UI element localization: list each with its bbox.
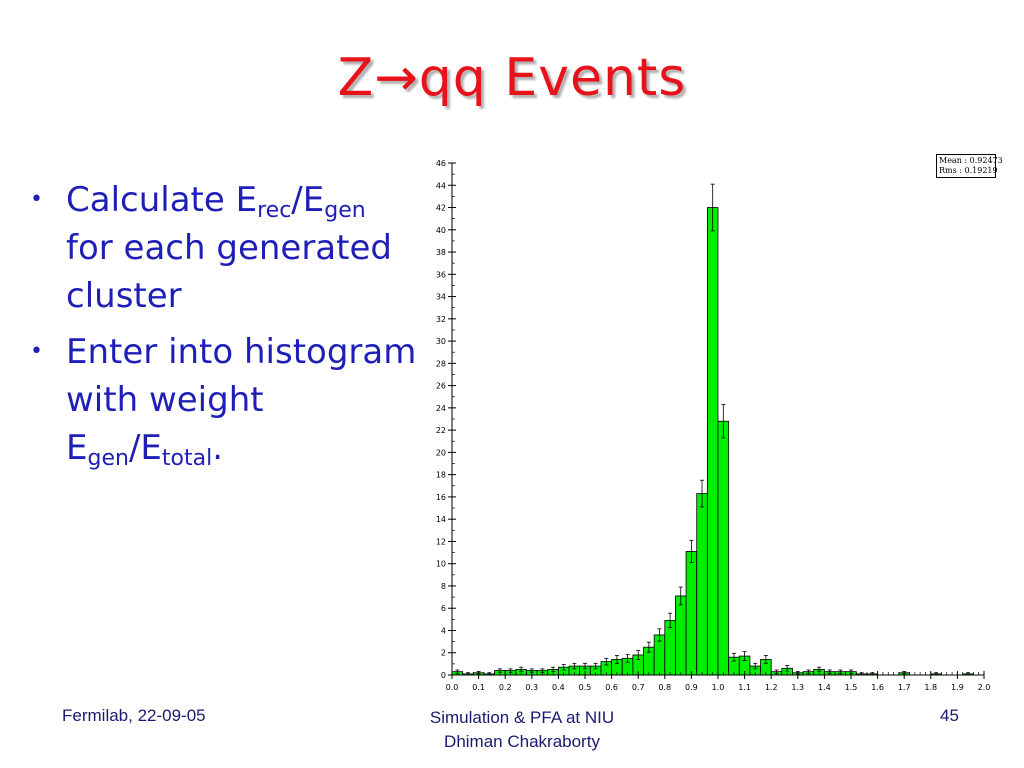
x-tick-label: 1.5: [845, 683, 858, 692]
y-tick-label: 46: [436, 159, 446, 168]
y-tick-label: 30: [436, 337, 446, 346]
stats-rms-label: Rms :: [939, 166, 962, 175]
x-tick-label: 1.9: [951, 683, 964, 692]
footer-center-line2: Dhiman Chakraborty: [444, 732, 600, 751]
y-tick-label: 6: [441, 604, 446, 613]
bullet-item-1: • Calculate Erec/Egen for each generated…: [30, 176, 420, 320]
x-tick-label: 1.0: [712, 683, 725, 692]
x-tick-label: 0.3: [525, 683, 538, 692]
y-tick-label: 20: [436, 448, 446, 457]
slide-title: Z→qq Events: [337, 48, 687, 108]
y-tick-label: 28: [436, 359, 446, 368]
x-tick-label: 0.2: [499, 683, 512, 692]
bullet-item-2: • Enter into histogram with weight Egen/…: [30, 328, 420, 472]
y-tick-label: 40: [436, 226, 446, 235]
bullet-dot-icon: •: [30, 339, 43, 364]
y-tick-label: 8: [441, 582, 446, 591]
histogram-chart: 0246810121416182022242628303234363840424…: [436, 159, 991, 692]
x-tick-label: 1.1: [738, 683, 751, 692]
stats-box: Mean : 0.92473 Rms : 0.19219: [936, 154, 1003, 178]
footer-center-line1: Simulation & PFA at NIU: [429, 708, 615, 727]
y-tick-label: 16: [436, 493, 446, 502]
y-tick-label: 0: [441, 671, 446, 680]
bullet-2-sub-total: total: [161, 446, 213, 471]
stats-mean-row: Mean : 0.92473: [939, 156, 1003, 166]
x-tick-label: 1.4: [818, 683, 831, 692]
histogram-bar: [685, 551, 698, 676]
x-tick-label: 1.6: [871, 683, 884, 692]
y-tick-label: 36: [436, 270, 446, 279]
x-tick-label: 0.6: [605, 683, 618, 692]
x-tick-label: 0.9: [685, 683, 698, 692]
x-tick-label: 1.2: [765, 683, 778, 692]
y-tick-label: 24: [436, 404, 446, 413]
x-tick-label: 1.3: [791, 683, 804, 692]
x-tick-label: 0.7: [632, 683, 645, 692]
bullet-2-part-3: .: [212, 428, 223, 468]
footer-left: Fermilab, 22-09-05: [62, 706, 206, 725]
bullet-text-2: Enter into histogram with weight Egen/Et…: [66, 332, 417, 471]
bullet-text-1: Calculate Erec/Egen for each generated c…: [66, 180, 392, 316]
y-tick-label: 32: [436, 315, 446, 324]
x-tick-label: 0.5: [579, 683, 592, 692]
y-tick-label: 18: [436, 471, 446, 480]
bullet-1-sub-gen: gen: [324, 198, 366, 223]
stats-rms-row: Rms : 0.19219: [939, 166, 998, 176]
y-tick-label: 14: [436, 515, 446, 524]
histogram-bar: [664, 620, 676, 676]
bullet-1-part-1: Calculate E: [66, 180, 258, 220]
bullet-dot-icon: •: [30, 187, 43, 212]
bullet-2-part-2: /E: [128, 428, 162, 468]
y-tick-label: 4: [441, 626, 446, 635]
bullet-1-sub-rec: rec: [257, 198, 292, 223]
x-tick-label: 0.8: [658, 683, 671, 692]
y-tick-label: 42: [436, 204, 446, 213]
y-tick-label: 26: [436, 382, 446, 391]
y-tick-label: 34: [436, 293, 446, 302]
x-tick-label: 0.0: [446, 683, 459, 692]
bullet-2-sub-gen: gen: [87, 446, 129, 471]
y-tick-label: 2: [441, 649, 446, 658]
page-number: 45: [940, 706, 959, 725]
histogram-bar: [717, 420, 730, 676]
y-tick-label: 44: [436, 181, 446, 190]
y-tick-label: 38: [436, 248, 446, 257]
x-tick-label: 1.8: [924, 683, 937, 692]
y-tick-label: 12: [436, 537, 446, 546]
x-tick-label: 2.0: [978, 683, 991, 692]
footer-center: Simulation & PFA at NIU Dhiman Chakrabor…: [362, 706, 682, 754]
x-tick-label: 0.4: [552, 683, 565, 692]
stats-rms-value: 0.19219: [964, 166, 998, 175]
bullet-1-part-2: /E: [291, 180, 325, 220]
y-tick-label: 10: [436, 560, 446, 569]
x-tick-label: 0.1: [472, 683, 485, 692]
bullet-1-part-3: for each generated cluster: [66, 228, 392, 316]
histogram-bar: [696, 493, 708, 676]
x-tick-label: 1.7: [898, 683, 911, 692]
histogram-bar: [706, 207, 719, 676]
y-tick-label: 22: [436, 426, 446, 435]
histogram-bar: [675, 595, 687, 676]
stats-mean-value: 0.92473: [969, 156, 1003, 165]
bullet-list: • Calculate Erec/Egen for each generated…: [30, 176, 420, 480]
stats-mean-label: Mean :: [939, 156, 968, 165]
bullet-2-part-1: Enter into histogram with weight E: [66, 332, 417, 468]
